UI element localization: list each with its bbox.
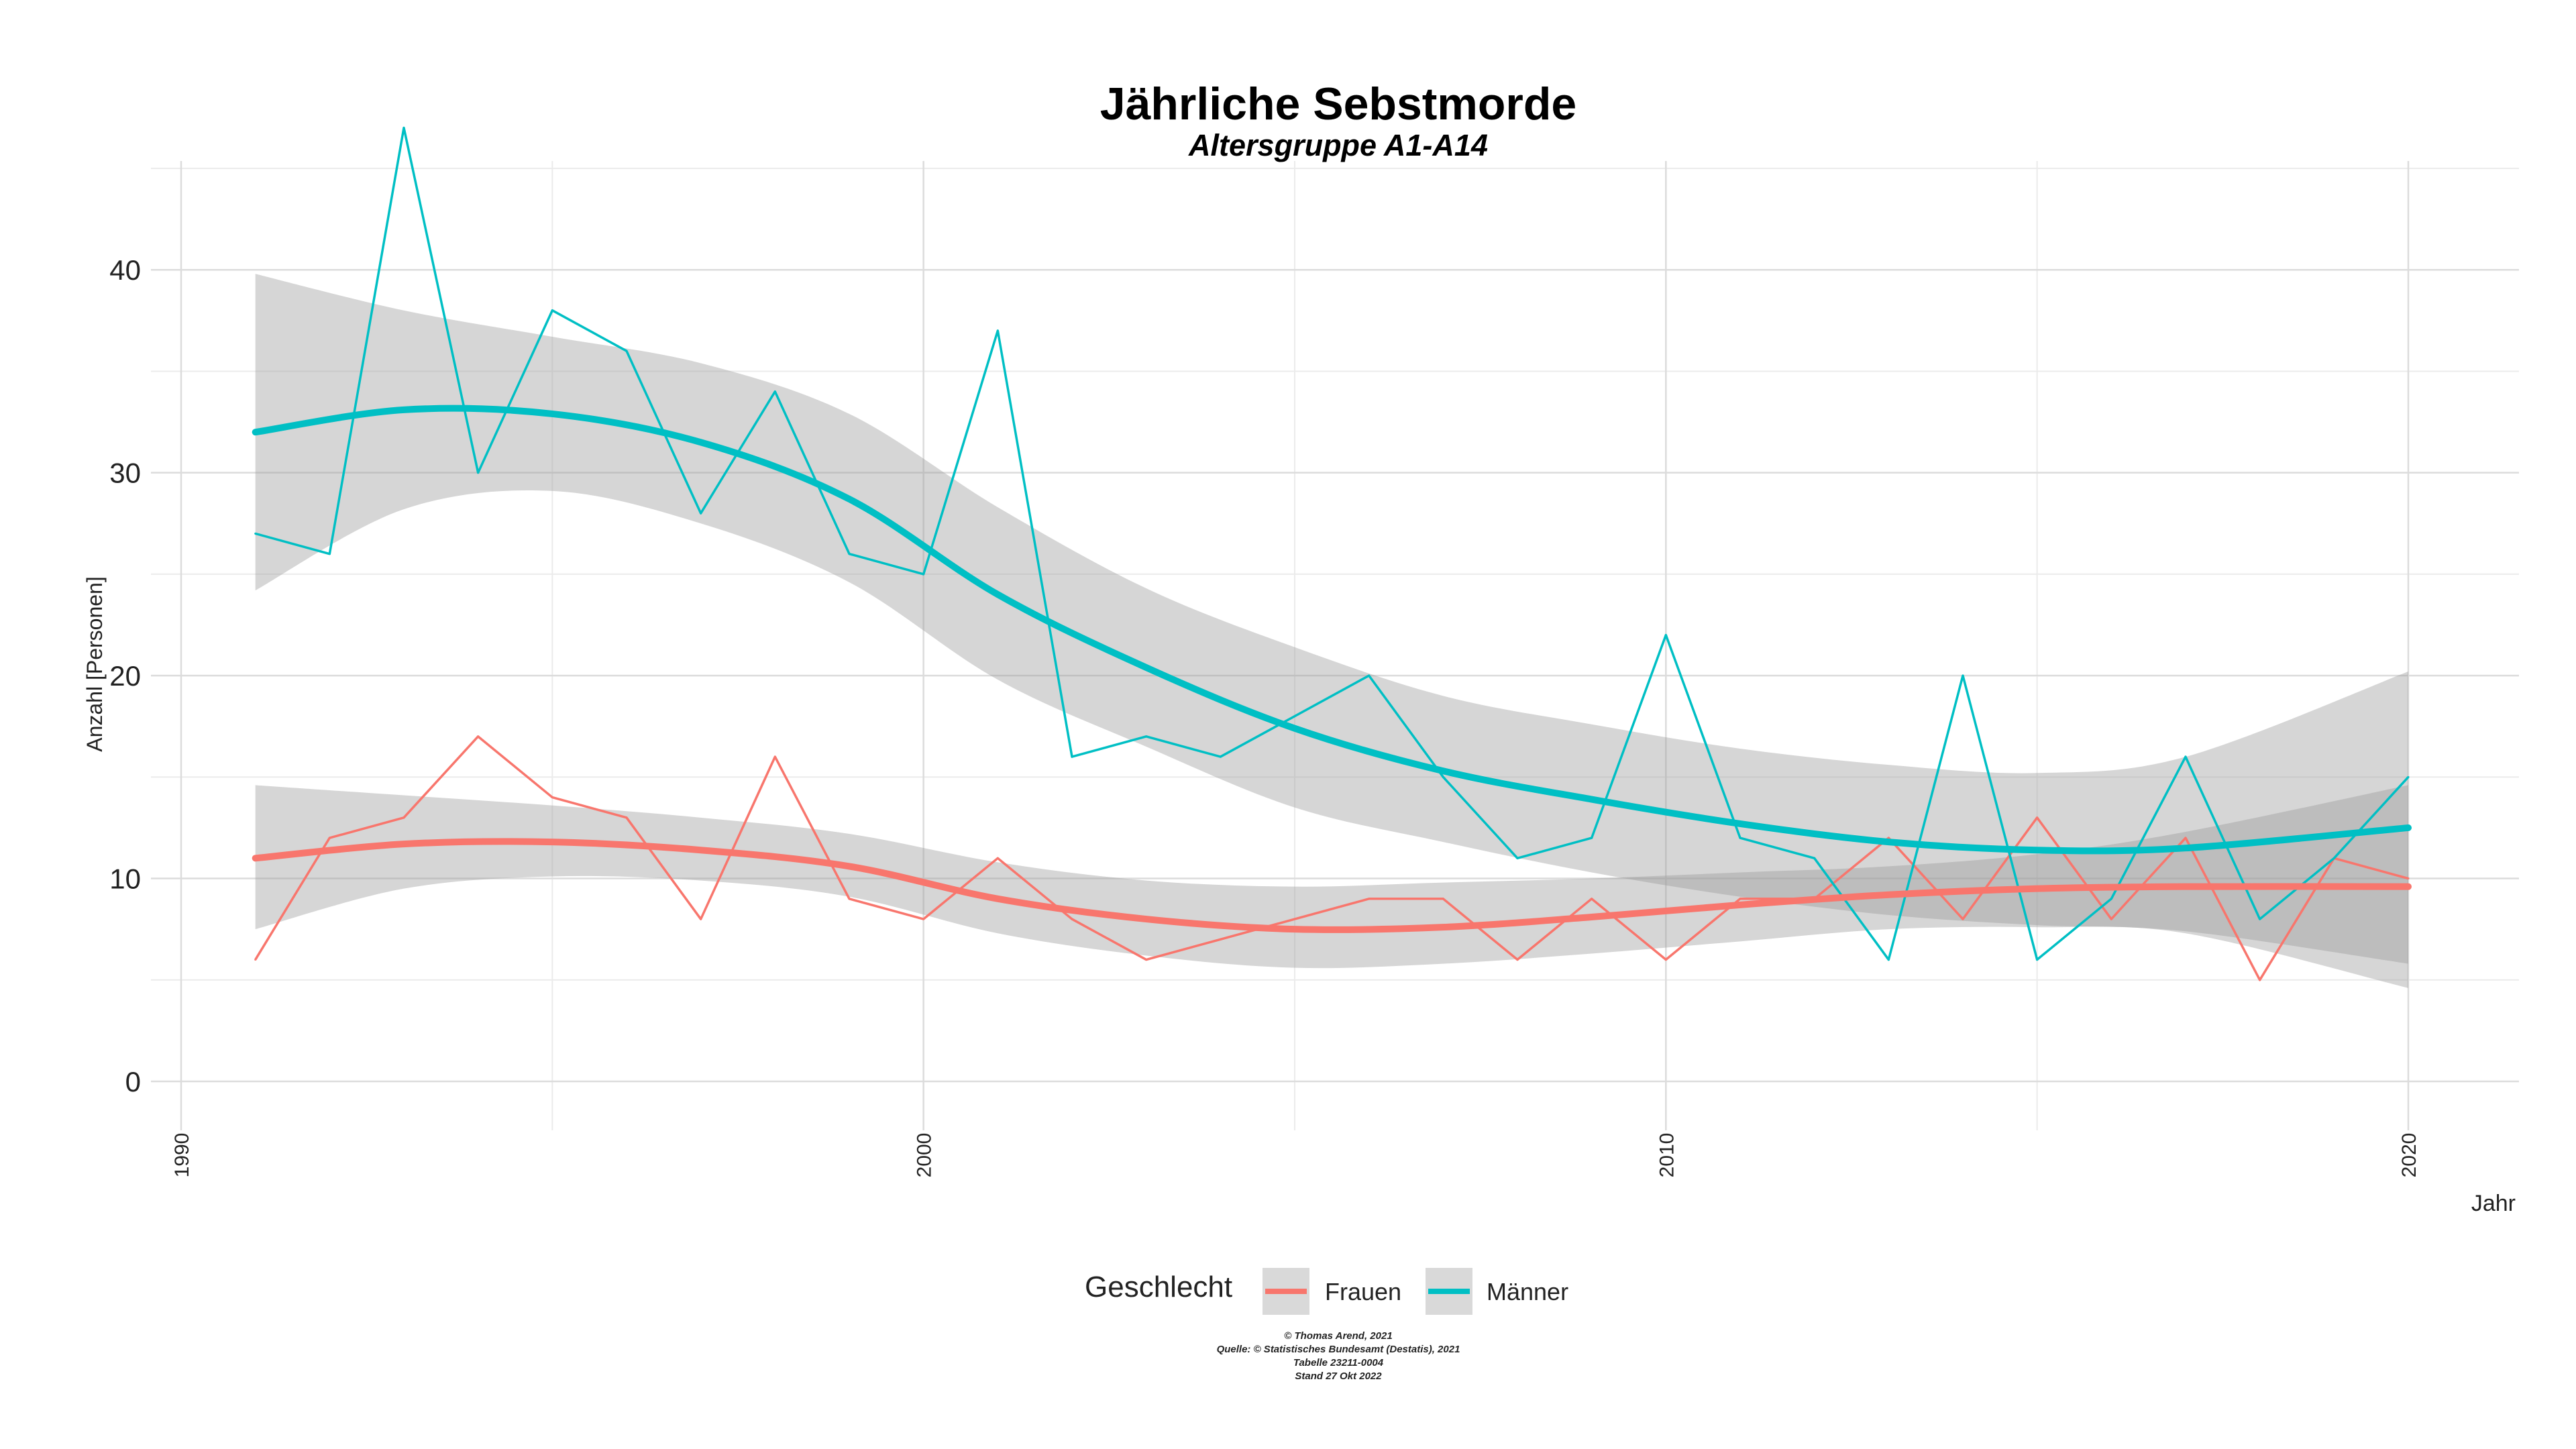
data-point-maenner xyxy=(1813,857,1816,859)
data-point-maenner xyxy=(2259,918,2261,920)
grid-minor xyxy=(151,161,2519,1130)
data-point-maenner xyxy=(1219,755,1222,758)
data-line-frauen xyxy=(254,735,2409,981)
data-point-frauen xyxy=(1887,837,1890,839)
y-tick-label: 20 xyxy=(109,660,141,692)
y-tick-label: 0 xyxy=(125,1066,141,1097)
data-point-frauen xyxy=(1293,918,1296,920)
caption-line-source: Quelle: © Statistisches Bundesamt (Desta… xyxy=(1217,1344,1460,1355)
data-point-frauen xyxy=(2036,816,2039,819)
data-point-maenner xyxy=(848,553,851,555)
chart-subtitle: Altersgruppe A1-A14 xyxy=(1188,128,1488,162)
data-point-frauen xyxy=(254,959,257,961)
x-tick-label: 2010 xyxy=(1656,1133,1678,1178)
data-point-frauen xyxy=(328,837,331,839)
data-point-frauen xyxy=(773,755,776,758)
data-point-maenner xyxy=(551,309,553,312)
data-point-maenner xyxy=(1516,857,1519,859)
data-point-maenner xyxy=(1664,634,1667,637)
x-tick-label: 2020 xyxy=(2398,1133,2420,1178)
data-point-frauen xyxy=(402,816,405,819)
data-point-maenner xyxy=(254,532,257,535)
data-point-frauen xyxy=(996,857,999,859)
legend-label-frauen: Frauen xyxy=(1325,1278,1401,1305)
data-point-frauen xyxy=(2110,918,2112,920)
data-point-maenner xyxy=(1962,674,1964,677)
data-line-maenner xyxy=(255,126,2410,961)
smooth-line-frauen xyxy=(252,838,2412,933)
data-point-frauen xyxy=(2407,877,2410,880)
data-point-frauen xyxy=(1962,918,1964,920)
data-point-maenner xyxy=(1887,959,1890,961)
data-point-maenner xyxy=(1071,755,1073,758)
data-point-frauen xyxy=(1071,918,1073,920)
data-point-maenner xyxy=(328,553,331,555)
data-point-frauen xyxy=(1739,898,1741,900)
data-point-frauen xyxy=(2259,979,2261,981)
data-point-maenner xyxy=(1442,775,1444,778)
data-lines xyxy=(252,126,2412,981)
y-tick-label: 40 xyxy=(109,254,141,286)
data-point-maenner xyxy=(700,512,702,515)
data-point-frauen xyxy=(1219,938,1222,941)
legend-label-maenner: Männer xyxy=(1487,1278,1568,1305)
data-point-maenner xyxy=(1591,837,1593,839)
data-point-frauen xyxy=(848,898,851,900)
y-tick-label: 10 xyxy=(109,863,141,895)
data-point-maenner xyxy=(477,472,480,474)
y-tick-label: 30 xyxy=(109,458,141,489)
data-point-maenner xyxy=(2036,959,2039,961)
data-point-frauen xyxy=(1591,898,1593,900)
data-point-frauen xyxy=(1368,898,1371,900)
data-point-maenner xyxy=(922,573,925,576)
data-point-frauen xyxy=(1442,898,1444,900)
data-point-frauen xyxy=(477,735,480,738)
data-point-maenner xyxy=(2332,857,2335,859)
data-point-frauen xyxy=(625,816,628,819)
caption-line-date: Stand 27 Okt 2022 xyxy=(1295,1371,1382,1382)
caption: © Thomas Arend, 2021 Quelle: © Statistis… xyxy=(1217,1330,1460,1382)
data-point-maenner xyxy=(1368,674,1371,677)
legend-item-maenner: Männer xyxy=(1426,1268,1568,1315)
data-point-maenner xyxy=(773,390,776,393)
legend-item-frauen: Frauen xyxy=(1263,1268,1401,1315)
confidence-ribbons xyxy=(255,274,2408,988)
legend: Geschlecht Frauen Männer xyxy=(1085,1268,1568,1315)
data-point-maenner xyxy=(402,127,405,129)
y-axis-ticks: 0 10 20 30 40 xyxy=(109,254,141,1097)
x-axis-label: Jahr xyxy=(2471,1191,2516,1216)
x-tick-label: 1990 xyxy=(171,1133,193,1178)
x-tick-label: 2000 xyxy=(914,1133,936,1178)
confidence-band-frauen xyxy=(255,785,2408,988)
grid-major xyxy=(151,161,2519,1130)
data-point-maenner xyxy=(2184,755,2187,758)
data-point-frauen xyxy=(551,796,553,799)
data-point-maenner xyxy=(2110,898,2112,900)
y-axis-label: Anzahl [Personen] xyxy=(83,576,107,752)
data-point-maenner xyxy=(1739,837,1741,839)
data-point-frauen xyxy=(700,918,702,920)
data-point-maenner xyxy=(996,329,999,332)
data-point-maenner xyxy=(625,350,628,352)
x-axis-ticks: 1990 2000 2010 2020 xyxy=(171,1133,2420,1178)
smooth-line-maenner xyxy=(252,405,2412,855)
data-point-maenner xyxy=(2407,775,2410,778)
data-point-frauen xyxy=(1145,959,1148,961)
data-point-frauen xyxy=(922,918,925,920)
caption-line-table: Tabelle 23211-0004 xyxy=(1293,1357,1384,1368)
confidence-band-maenner xyxy=(255,274,2408,964)
data-point-maenner xyxy=(1145,735,1148,738)
legend-title: Geschlecht xyxy=(1085,1271,1232,1303)
chart-title: Jährliche Sebstmorde xyxy=(1100,78,1576,129)
data-point-frauen xyxy=(1664,959,1667,961)
data-point-frauen xyxy=(1516,959,1519,961)
data-point-maenner xyxy=(1293,715,1296,718)
data-point-frauen xyxy=(2184,837,2187,839)
caption-line-copyright: © Thomas Arend, 2021 xyxy=(1284,1330,1392,1342)
